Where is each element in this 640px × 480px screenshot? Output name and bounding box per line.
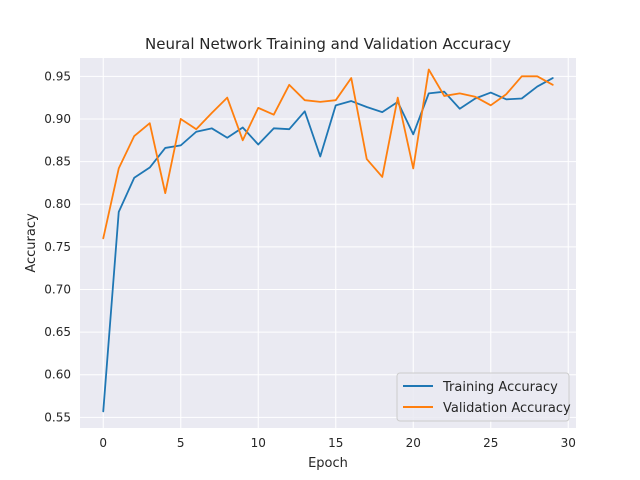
legend-box [396, 372, 570, 422]
x-tick-label: 10 [251, 436, 266, 450]
y-tick-label: 0.95 [44, 69, 71, 83]
legend-label-training: Training Accuracy [442, 380, 558, 395]
y-axis-label: Accuracy [24, 213, 39, 273]
series-layer [102, 68, 554, 413]
x-tick-label: 0 [99, 436, 107, 450]
y-tick-label: 0.55 [44, 410, 71, 424]
y-tick-label: 0.70 [44, 282, 71, 296]
legend-label-validation: Validation Accuracy [443, 401, 571, 416]
x-tick-label: 25 [483, 436, 498, 450]
y-tick-label: 0.90 [44, 112, 71, 126]
y-tick-label: 0.75 [44, 240, 71, 254]
y-tick-label: 0.80 [44, 197, 71, 211]
chart-title: Neural Network Training and Validation A… [145, 35, 511, 53]
legend: Training Accuracy Validation Accuracy [396, 372, 571, 422]
grid-lines [80, 58, 576, 428]
y-tick-label: 0.60 [44, 368, 71, 382]
x-tick-labels: 0 5 10 15 20 25 30 [99, 436, 575, 450]
x-tick-label: 15 [328, 436, 343, 450]
x-tick-label: 30 [561, 436, 576, 450]
x-tick-label: 5 [177, 436, 185, 450]
y-tick-label: 0.65 [44, 325, 71, 339]
validation-accuracy-line [102, 68, 554, 240]
y-tick-label: 0.85 [44, 155, 71, 169]
x-axis-label: Epoch [308, 456, 348, 471]
y-tick-labels: 0.55 0.60 0.65 0.70 0.75 0.80 0.85 0.90 0.95 [44, 69, 71, 424]
x-tick-label: 20 [406, 436, 421, 450]
plot-background [80, 58, 576, 428]
